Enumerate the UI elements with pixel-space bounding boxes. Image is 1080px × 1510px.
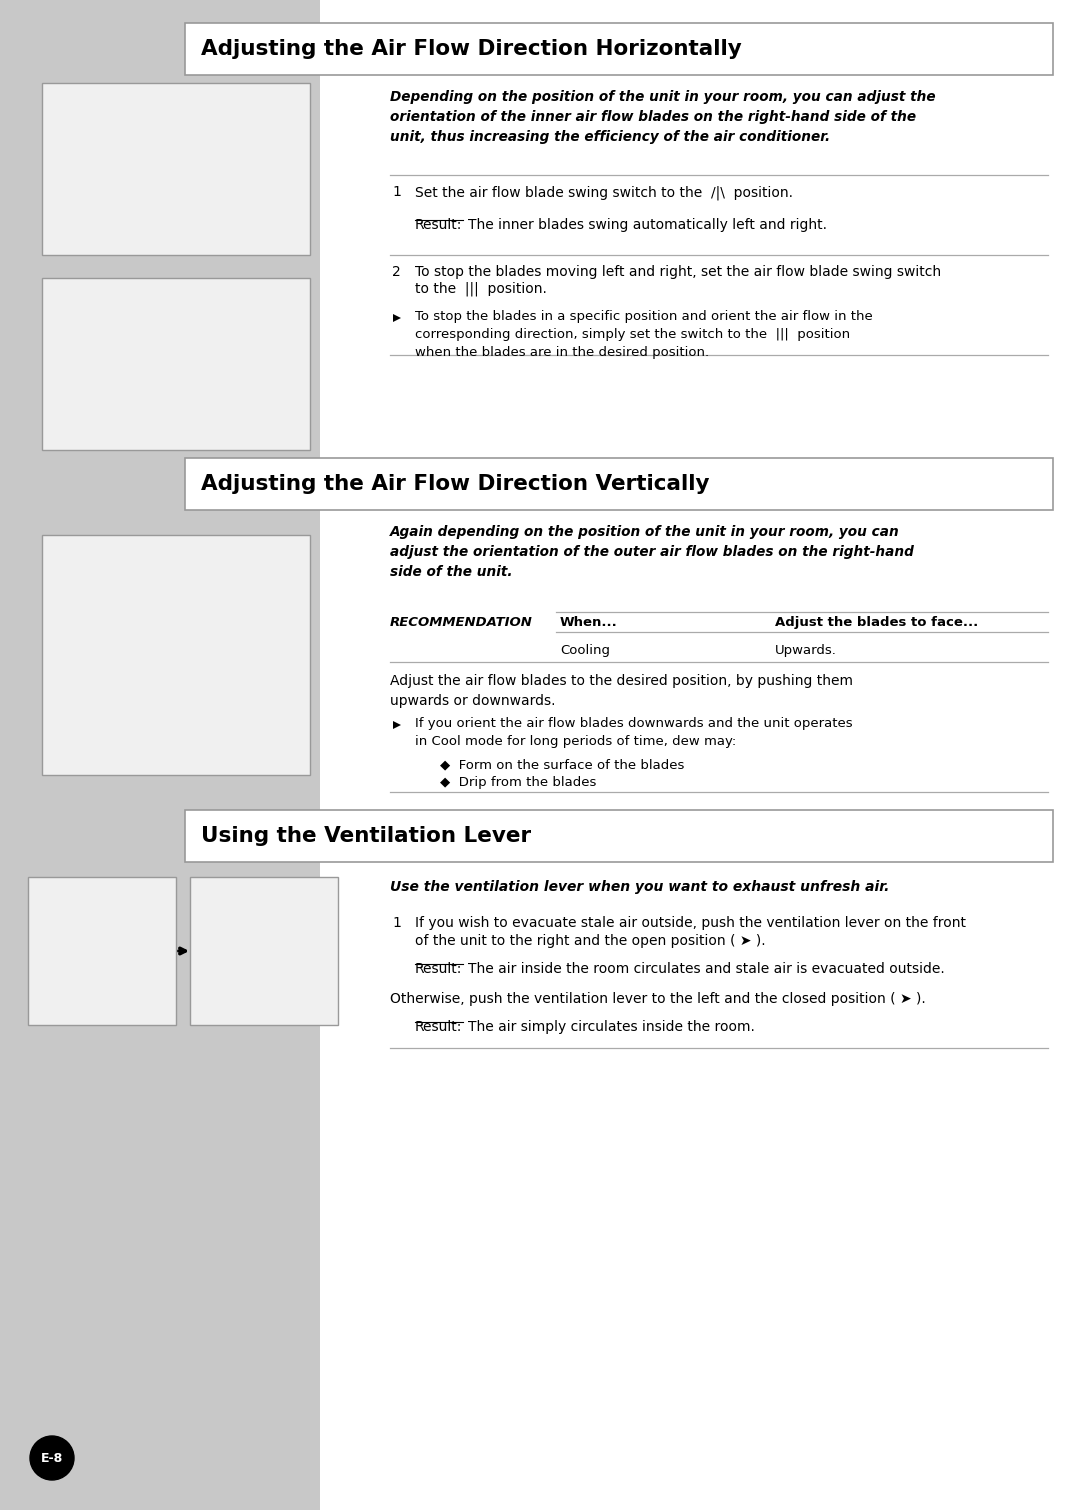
- Text: Otherwise, push the ventilation lever to the left and the closed position ( ➤ ).: Otherwise, push the ventilation lever to…: [390, 992, 926, 1006]
- Text: Cooling: Cooling: [561, 643, 610, 657]
- Bar: [0, 0, 320, 1510]
- Text: Adjusting the Air Flow Direction Vertically: Adjusting the Air Flow Direction Vertica…: [201, 474, 710, 494]
- Text: Adjust the air flow blades to the desired position, by pushing them
upwards or d: Adjust the air flow blades to the desire…: [390, 673, 853, 708]
- Text: Depending on the position of the unit in your room, you can adjust the
orientati: Depending on the position of the unit in…: [390, 91, 935, 143]
- Bar: [190, 877, 338, 1025]
- Text: Using the Ventilation Lever: Using the Ventilation Lever: [201, 826, 531, 846]
- Text: Result:: Result:: [415, 962, 462, 975]
- FancyBboxPatch shape: [185, 809, 1053, 862]
- Text: The inner blades swing automatically left and right.: The inner blades swing automatically lef…: [468, 217, 827, 233]
- Text: ◆  Drip from the blades: ◆ Drip from the blades: [440, 776, 596, 790]
- Polygon shape: [393, 314, 401, 322]
- Text: RECOMMENDATION: RECOMMENDATION: [390, 616, 532, 630]
- Text: To stop the blades in a specific position and orient the air flow in the
corresp: To stop the blades in a specific positio…: [415, 310, 873, 359]
- Text: Adjust the blades to face...: Adjust the blades to face...: [775, 616, 978, 630]
- Text: 2: 2: [392, 264, 401, 279]
- Text: To stop the blades moving left and right, set the air flow blade swing switch: To stop the blades moving left and right…: [415, 264, 941, 279]
- Polygon shape: [393, 720, 401, 729]
- Text: The air inside the room circulates and stale air is evacuated outside.: The air inside the room circulates and s…: [468, 962, 945, 975]
- Text: When...: When...: [561, 616, 618, 630]
- Text: Use the ventilation lever when you want to exhaust unfresh air.: Use the ventilation lever when you want …: [390, 880, 889, 894]
- Text: of the unit to the right and the open position ( ➤ ).: of the unit to the right and the open po…: [415, 935, 766, 948]
- Text: Again depending on the position of the unit in your room, you can
adjust the ori: Again depending on the position of the u…: [390, 525, 914, 580]
- Text: If you wish to evacuate stale air outside, push the ventilation lever on the fro: If you wish to evacuate stale air outsid…: [415, 917, 966, 930]
- Text: Result:: Result:: [415, 217, 462, 233]
- Text: Set the air flow blade swing switch to the  /|\  position.: Set the air flow blade swing switch to t…: [415, 186, 793, 199]
- Bar: [28, 877, 176, 1025]
- FancyBboxPatch shape: [185, 458, 1053, 510]
- Text: E-8: E-8: [41, 1451, 63, 1465]
- FancyBboxPatch shape: [185, 23, 1053, 76]
- Bar: [42, 535, 310, 775]
- Text: ◆  Form on the surface of the blades: ◆ Form on the surface of the blades: [440, 758, 685, 772]
- Bar: [42, 83, 310, 255]
- Text: Result:: Result:: [415, 1019, 462, 1034]
- Bar: [320, 0, 1080, 1510]
- Text: Adjusting the Air Flow Direction Horizontally: Adjusting the Air Flow Direction Horizon…: [201, 39, 742, 59]
- Circle shape: [30, 1436, 75, 1480]
- Text: to the  |||  position.: to the ||| position.: [415, 282, 546, 296]
- Text: 1: 1: [392, 917, 401, 930]
- Text: 1: 1: [392, 186, 401, 199]
- Text: The air simply circulates inside the room.: The air simply circulates inside the roo…: [468, 1019, 755, 1034]
- Text: If you orient the air flow blades downwards and the unit operates
in Cool mode f: If you orient the air flow blades downwa…: [415, 717, 852, 747]
- Bar: [42, 278, 310, 450]
- Text: Upwards.: Upwards.: [775, 643, 837, 657]
